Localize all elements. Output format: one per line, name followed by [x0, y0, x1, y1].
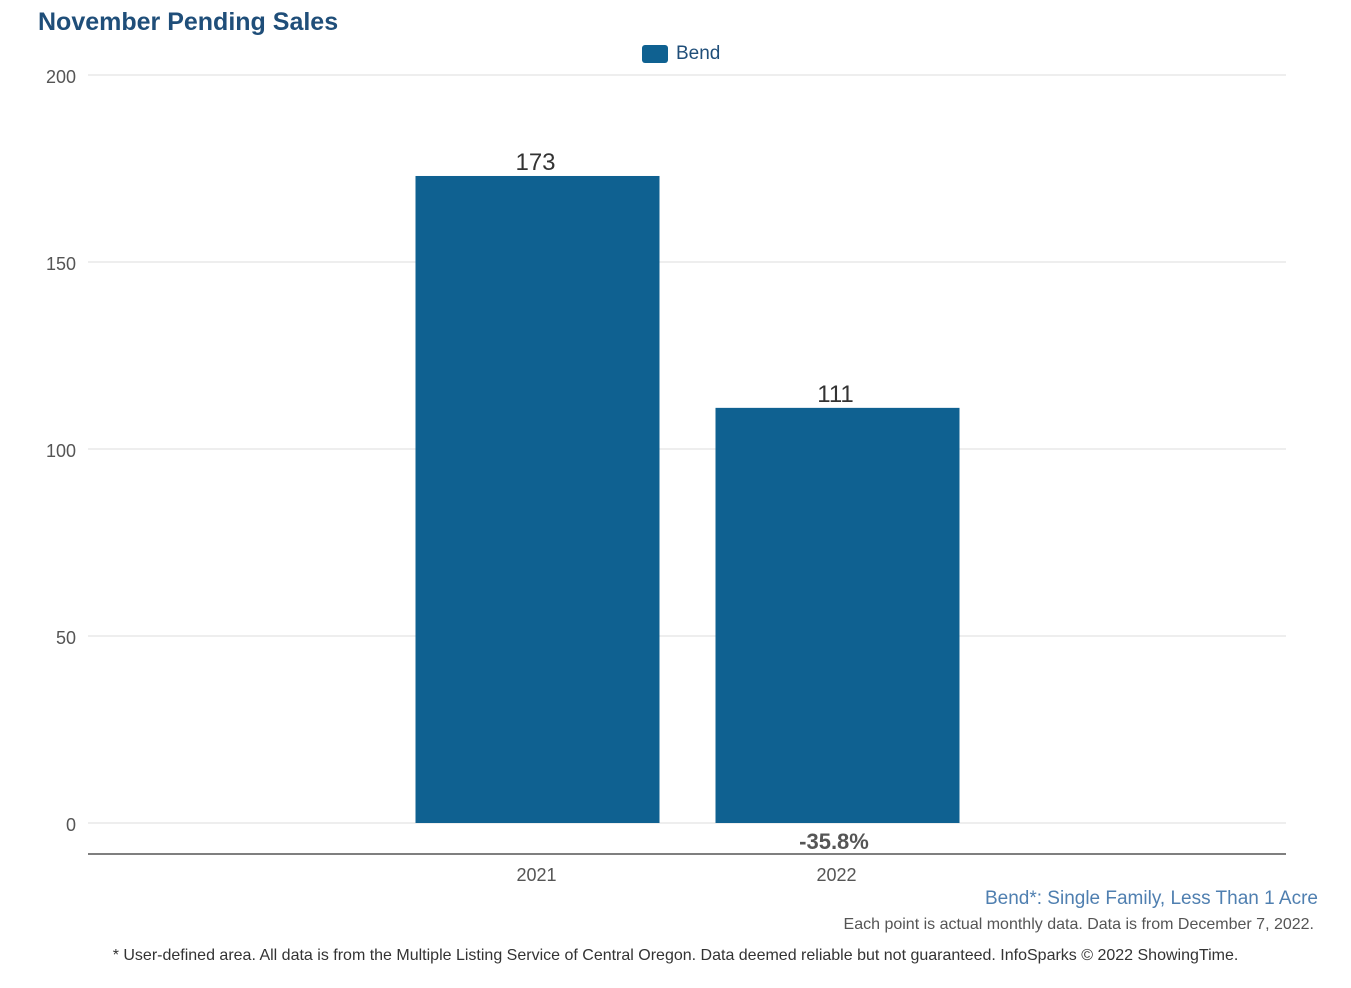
bars — [415, 175, 960, 824]
gridlines — [88, 74, 1286, 824]
x-axis-ticks: 2021 2022 — [516, 865, 856, 885]
y-tick-label: 100 — [46, 441, 76, 461]
y-tick-label: 50 — [56, 628, 76, 648]
bar-2021[interactable] — [415, 175, 660, 824]
data-label-2021: 173 — [515, 149, 555, 176]
bar-2022[interactable] — [715, 407, 960, 823]
x-tick-label-2021: 2021 — [516, 865, 556, 885]
disclaimer-footnote: * User-defined area. All data is from th… — [112, 947, 1239, 964]
data-note: Each point is actual monthly data. Data … — [843, 916, 1314, 933]
chart-title: November Pending Sales — [38, 8, 339, 36]
y-tick-label: 200 — [46, 67, 76, 87]
data-labels: 173 111 — [515, 149, 853, 408]
legend-swatch-bend — [642, 45, 668, 63]
x-tick-label-2022: 2022 — [816, 865, 856, 885]
data-label-2022: 111 — [817, 381, 853, 408]
y-tick-label: 150 — [46, 254, 76, 274]
legend-label-bend: Bend — [676, 43, 721, 64]
change-percent-label: -35.8% — [799, 829, 869, 854]
y-tick-label: 0 — [66, 815, 76, 835]
legend[interactable]: Bend — [642, 43, 720, 65]
area-description: Bend*: Single Family, Less Than 1 Acre — [984, 888, 1318, 909]
y-axis-ticks: 0 50 100 150 200 — [46, 67, 76, 835]
